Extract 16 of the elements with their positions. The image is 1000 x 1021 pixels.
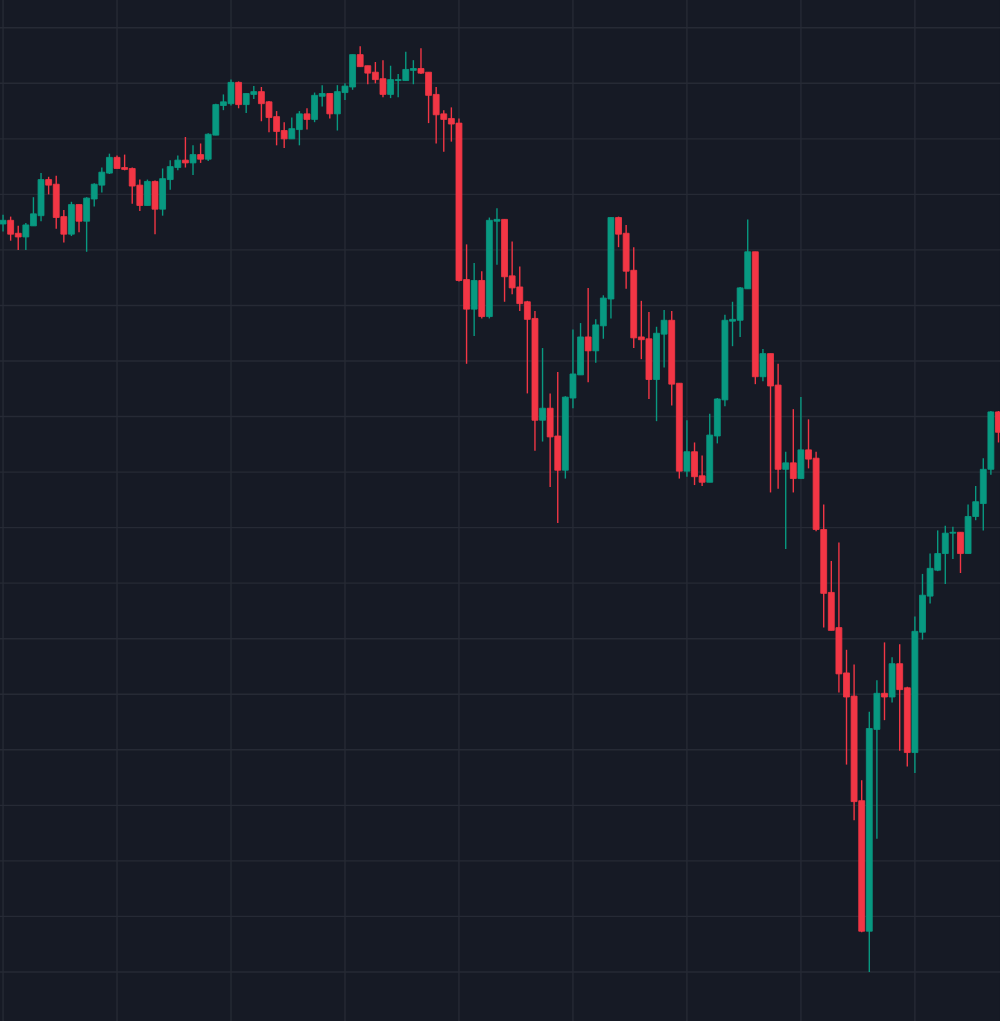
candlestick: [182, 136, 189, 169]
candlestick: [235, 80, 242, 109]
candlestick: [759, 348, 767, 383]
candlestick: [782, 451, 790, 550]
candlestick: [189, 144, 197, 176]
candlestick: [539, 347, 546, 443]
candlestick: [683, 419, 691, 478]
candlestick: [789, 408, 797, 494]
candlestick: [957, 531, 964, 574]
candlestick: [0, 214, 7, 233]
candlestick: [584, 287, 592, 383]
candlestick: [75, 203, 83, 234]
candlestick: [303, 107, 311, 131]
candlestick: [197, 142, 204, 164]
candlestick: [881, 641, 888, 721]
candlestick: [326, 92, 334, 120]
